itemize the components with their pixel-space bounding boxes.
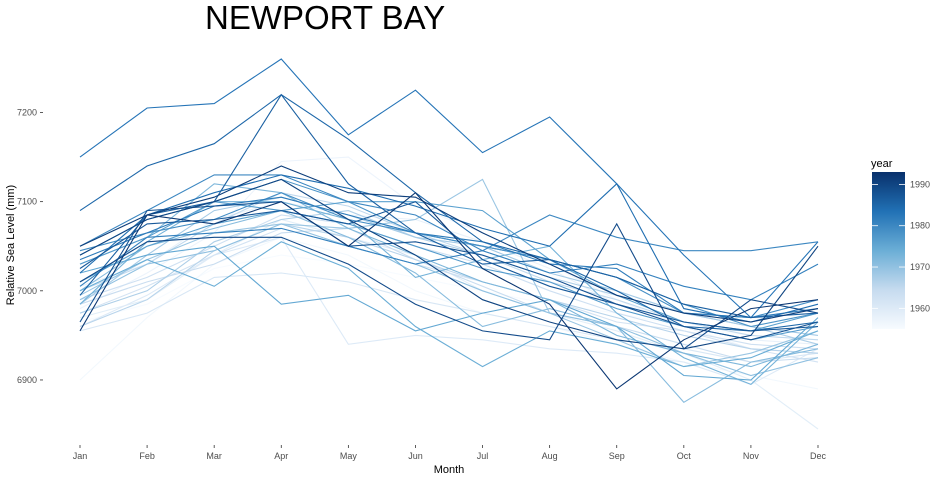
series-line-1961 xyxy=(79,272,819,363)
series-line-1972 xyxy=(79,183,819,368)
series-line-1963 xyxy=(79,214,819,350)
y-tick-label: 7200 xyxy=(17,107,37,117)
colorbar xyxy=(872,172,905,329)
x-axis: Jan Feb Mar Apr May Jun Jul Aug Sep Oct Nov Dec xyxy=(73,445,827,461)
x-tick-label: Jun xyxy=(408,451,423,461)
legend-tick-label: 1990 xyxy=(910,179,930,189)
legend-tick-label: 1980 xyxy=(910,221,930,231)
x-tick-label: Feb xyxy=(139,451,155,461)
series-line-1973 xyxy=(79,201,819,386)
series-line-1989 xyxy=(79,222,819,350)
legend-ticks: 1960 1970 1980 1990 xyxy=(872,179,930,313)
series-line-1981 xyxy=(79,227,819,301)
x-tick-label: Oct xyxy=(677,451,692,461)
series-line-1988 xyxy=(79,201,819,341)
x-tick-label: Dec xyxy=(810,451,827,461)
y-axis-label: Relative Sea Level (mm) xyxy=(5,185,17,305)
series-line-1966 xyxy=(79,223,819,354)
legend-tick-label: 1960 xyxy=(910,303,930,313)
series-line-1985 xyxy=(79,94,819,332)
x-tick-label: Jan xyxy=(73,451,88,461)
x-tick-label: May xyxy=(340,451,358,461)
series-line-1978 xyxy=(79,178,819,328)
x-tick-label: Sep xyxy=(609,451,625,461)
x-tick-label: Jul xyxy=(477,451,489,461)
y-tick-label: 7100 xyxy=(17,197,37,207)
series-line-1971 xyxy=(79,210,819,404)
legend-tick-label: 1970 xyxy=(910,262,930,272)
series-line-1965 xyxy=(79,192,819,341)
series-line-1957 xyxy=(79,156,819,354)
series-line-1982 xyxy=(79,196,819,319)
y-tick-label: 7000 xyxy=(17,286,37,296)
series-line-1964 xyxy=(79,227,819,363)
x-tick-label: Mar xyxy=(206,451,222,461)
series-line-1955 xyxy=(79,254,819,341)
series-line-1960 xyxy=(79,236,819,385)
series-line-1990 xyxy=(79,178,819,350)
x-tick-label: Apr xyxy=(274,451,288,461)
series-line-1974 xyxy=(79,241,819,368)
series-lines xyxy=(79,58,819,430)
series-line-1968 xyxy=(79,196,819,336)
series-line-1969 xyxy=(79,178,819,368)
x-tick-label: Nov xyxy=(743,451,760,461)
color-legend: year 1960 1970 1980 1990 xyxy=(871,158,930,329)
chart-title: NEWPORT BAY xyxy=(205,0,445,36)
series-line-1992 xyxy=(79,191,819,390)
series-line-1980 xyxy=(79,174,819,252)
y-tick-label: 6900 xyxy=(17,375,37,385)
legend-title: year xyxy=(871,158,893,170)
x-axis-label: Month xyxy=(434,464,465,476)
series-line-1975 xyxy=(79,245,819,381)
series-line-1983 xyxy=(79,58,819,319)
series-line-1991 xyxy=(79,165,819,323)
y-axis: 6900 7000 7100 7200 xyxy=(17,107,43,385)
x-tick-label: Aug xyxy=(542,451,558,461)
